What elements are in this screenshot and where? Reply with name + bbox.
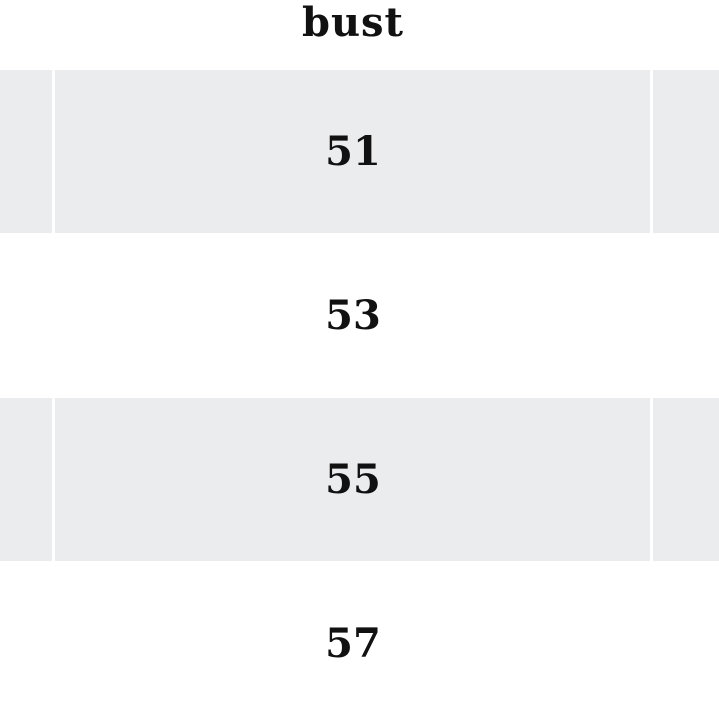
table-cell-bust: 57 [325, 620, 381, 667]
column-divider [52, 398, 55, 561]
table-cell-bust: 53 [325, 292, 381, 339]
column-divider [650, 398, 653, 561]
table-row: 55 [0, 398, 719, 561]
table-row: 57 [0, 562, 719, 725]
table-row: 51 [0, 70, 719, 233]
column-divider [650, 70, 653, 233]
column-header-bust: bust [301, 0, 405, 46]
table-row: 53 [0, 234, 719, 397]
table-cell-bust: 55 [325, 456, 381, 503]
table-cell-bust: 51 [325, 128, 381, 175]
column-divider [52, 70, 55, 233]
